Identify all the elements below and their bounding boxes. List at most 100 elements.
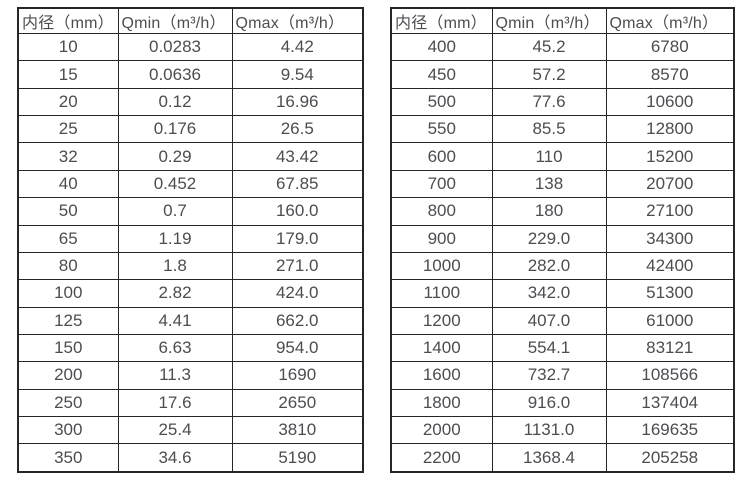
diameter-cell: 2000 [390, 416, 493, 445]
qmin-cell: 0.452 [117, 169, 233, 199]
table-row: 50 0.7 160.0 [17, 197, 364, 226]
qmax-cell: 954.0 [231, 333, 364, 363]
qmax-cell: 42400 [605, 251, 735, 281]
qmax-cell: 43.42 [231, 142, 364, 171]
table-row: 800 180 27100 [390, 197, 735, 226]
diameter-cell: 300 [17, 416, 119, 445]
table-row: 1400 554.1 83121 [390, 333, 735, 363]
column-header-diameter: 内径（mm） [390, 7, 493, 34]
diameter-cell: 800 [390, 197, 493, 226]
table-row: 550 85.5 12800 [390, 115, 735, 144]
table-row: 350 34.6 5190 [17, 443, 364, 473]
qmax-cell: 8570 [605, 60, 735, 89]
table-row: 900 229.0 34300 [390, 224, 735, 253]
column-header-qmin: Qmin（m³/h） [117, 7, 233, 34]
diameter-cell: 1400 [390, 333, 493, 363]
qmax-cell: 662.0 [231, 306, 364, 335]
column-header-qmin: Qmin（m³/h） [491, 7, 607, 34]
qmax-cell: 2650 [231, 388, 364, 418]
qmin-cell: 342.0 [491, 279, 607, 308]
diameter-cell: 1100 [390, 279, 493, 308]
qmax-cell: 83121 [605, 333, 735, 363]
column-header-qmax: Qmax（m³/h） [605, 7, 735, 34]
qmin-cell: 0.12 [117, 87, 233, 117]
qmax-cell: 169635 [605, 416, 735, 445]
header-row: 内径（mm） Qmin（m³/h） Qmax（m³/h） [390, 7, 735, 34]
qmin-cell: 138 [491, 169, 607, 199]
qmax-cell: 3810 [231, 416, 364, 445]
qmax-cell: 9.54 [231, 60, 364, 89]
table-row: 450 57.2 8570 [390, 60, 735, 89]
table-row: 10 0.0283 4.42 [17, 32, 364, 62]
diameter-cell: 900 [390, 224, 493, 253]
qmin-cell: 6.63 [117, 333, 233, 363]
diameter-cell: 150 [17, 333, 119, 363]
qmin-cell: 0.29 [117, 142, 233, 171]
qmin-cell: 110 [491, 142, 607, 171]
table-row: 20 0.12 16.96 [17, 87, 364, 117]
diameter-cell: 50 [17, 197, 119, 226]
diameter-cell: 700 [390, 169, 493, 199]
qmax-cell: 271.0 [231, 251, 364, 281]
column-header-qmax: Qmax（m³/h） [231, 7, 364, 34]
table-row: 1800 916.0 137404 [390, 388, 735, 418]
table-row: 1600 732.7 108566 [390, 361, 735, 390]
qmax-cell: 137404 [605, 388, 735, 418]
table-row: 300 25.4 3810 [17, 416, 364, 445]
qmin-cell: 732.7 [491, 361, 607, 390]
diameter-cell: 2200 [390, 443, 493, 473]
qmin-cell: 282.0 [491, 251, 607, 281]
diameter-cell: 600 [390, 142, 493, 171]
qmin-cell: 25.4 [117, 416, 233, 445]
diameter-cell: 10 [17, 32, 119, 62]
qmin-cell: 1.8 [117, 251, 233, 281]
qmin-cell: 407.0 [491, 306, 607, 335]
qmax-cell: 51300 [605, 279, 735, 308]
qmin-cell: 2.82 [117, 279, 233, 308]
qmin-cell: 1368.4 [491, 443, 607, 473]
diameter-cell: 100 [17, 279, 119, 308]
qmax-cell: 205258 [605, 443, 735, 473]
table-row: 125 4.41 662.0 [17, 306, 364, 335]
qmax-cell: 16.96 [231, 87, 364, 117]
diameter-cell: 450 [390, 60, 493, 89]
qmax-cell: 15200 [605, 142, 735, 171]
qmin-cell: 0.7 [117, 197, 233, 226]
qmax-cell: 179.0 [231, 224, 364, 253]
column-header-diameter: 内径（mm） [17, 7, 119, 34]
table-row: 1200 407.0 61000 [390, 306, 735, 335]
qmin-cell: 0.0283 [117, 32, 233, 62]
qmax-cell: 6780 [605, 32, 735, 62]
qmin-cell: 229.0 [491, 224, 607, 253]
qmax-cell: 34300 [605, 224, 735, 253]
qmin-cell: 45.2 [491, 32, 607, 62]
qmax-cell: 27100 [605, 197, 735, 226]
diameter-cell: 1600 [390, 361, 493, 390]
qmin-cell: 0.176 [117, 115, 233, 144]
qmax-cell: 108566 [605, 361, 735, 390]
qmin-cell: 77.6 [491, 87, 607, 117]
diameter-cell: 25 [17, 115, 119, 144]
qmax-cell: 5190 [231, 443, 364, 473]
diameter-cell: 1200 [390, 306, 493, 335]
qmax-cell: 61000 [605, 306, 735, 335]
qmin-cell: 554.1 [491, 333, 607, 363]
table-row: 500 77.6 10600 [390, 87, 735, 117]
qmax-cell: 12800 [605, 115, 735, 144]
table-row: 2000 1131.0 169635 [390, 416, 735, 445]
header-row: 内径（mm） Qmin（m³/h） Qmax（m³/h） [17, 7, 364, 34]
table-row: 65 1.19 179.0 [17, 224, 364, 253]
table-row: 700 138 20700 [390, 169, 735, 199]
table-row: 250 17.6 2650 [17, 388, 364, 418]
qmax-cell: 160.0 [231, 197, 364, 226]
qmax-cell: 4.42 [231, 32, 364, 62]
diameter-cell: 80 [17, 251, 119, 281]
qmax-cell: 26.5 [231, 115, 364, 144]
diameter-cell: 550 [390, 115, 493, 144]
diameter-cell: 125 [17, 306, 119, 335]
qmax-cell: 20700 [605, 169, 735, 199]
qmin-cell: 180 [491, 197, 607, 226]
qmin-cell: 85.5 [491, 115, 607, 144]
diameter-cell: 350 [17, 443, 119, 473]
